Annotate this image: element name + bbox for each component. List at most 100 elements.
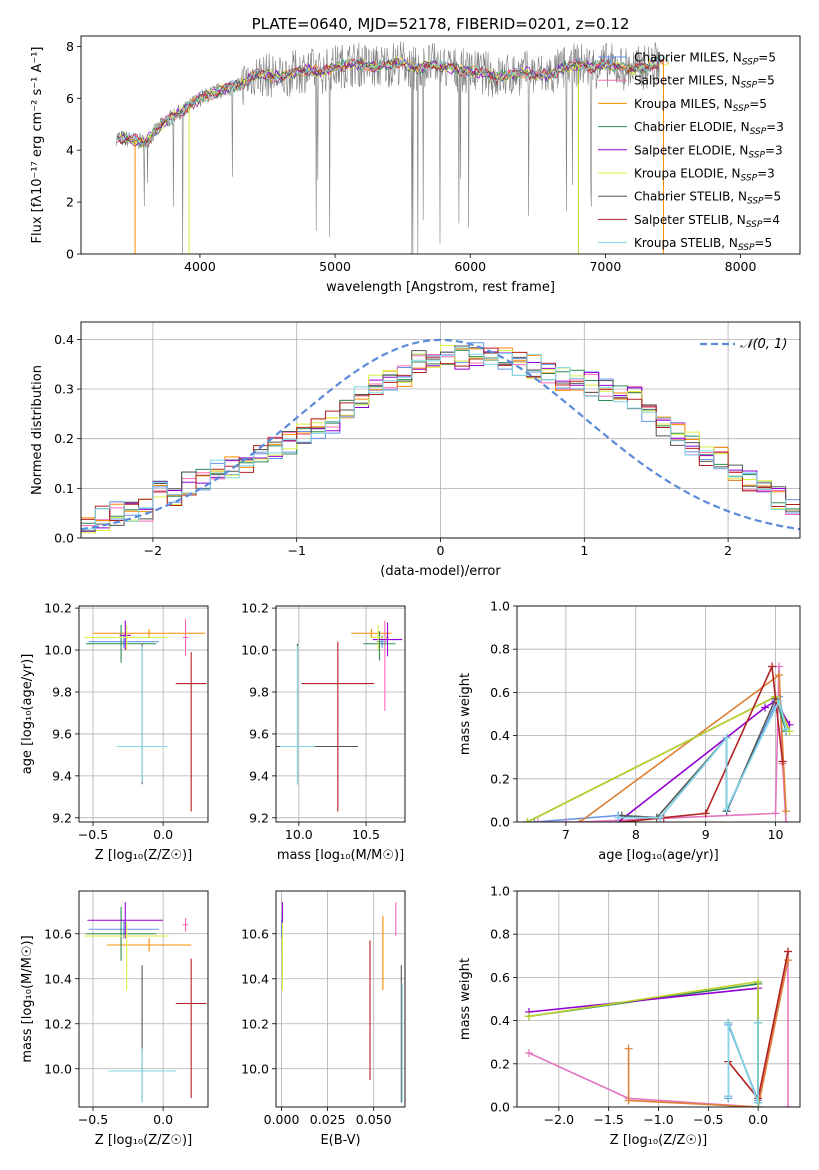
y-tick-label: 0.2 [490, 1056, 510, 1071]
y-tick-label: 0.0 [490, 815, 510, 830]
weight-series [614, 697, 794, 822]
weight-marker [775, 671, 784, 680]
weight-marker [784, 1103, 793, 1107]
y-tick-label: 10.2 [241, 1016, 269, 1031]
legend-entry: Kroupa MILES, NSSP=5 [634, 97, 767, 114]
model-line [117, 56, 660, 147]
spectrum-legend: Chabrier MILES, NSSP=5 Salpeter MILES, NS… [598, 51, 784, 253]
x-tick-label: 10 [768, 827, 784, 842]
mass_vs_Z-frame [78, 890, 209, 1108]
weight-marker [775, 662, 784, 671]
x-tick-label: 0.0 [153, 827, 173, 842]
age_vs_Z-axes: −0.5 0.0 9.2 9.4 9.6 9.8 10.0 10.2 Z [log₁₀(Z/Z☉… [20, 601, 208, 863]
weight-marker [784, 956, 793, 965]
weight-marker [782, 818, 791, 822]
x-tick-label: 8 [632, 827, 640, 842]
x-tick-label: 7 [562, 827, 570, 842]
weight-line [618, 698, 787, 819]
y-tick-label: 8 [66, 39, 74, 54]
errorbar-point [108, 1048, 176, 1103]
x-tick-label: 2 [724, 543, 732, 558]
legend-entry: Kroupa STELIB, NSSP=5 [634, 236, 772, 253]
y-tick-label: 9.4 [52, 768, 72, 783]
legend-entry: Salpeter ELODIE, NSSP=3 [634, 143, 783, 160]
histogram-steps [81, 347, 800, 538]
y-tick-label: 0.6 [490, 685, 510, 700]
y-tick-label: 6 [66, 91, 74, 106]
age_vs_Z-plot-area [84, 618, 207, 812]
errorbar-point [119, 620, 131, 651]
errorbar-point [84, 922, 169, 990]
weight-marker [782, 807, 791, 816]
x-axis-label: mass [log₁₀(M/M☉)] [277, 848, 404, 863]
weight-line [528, 951, 789, 1107]
weight-line [528, 982, 759, 1107]
x-axis-label: (data-model)/error [380, 564, 501, 579]
y-tick-label: 0.2 [490, 771, 510, 786]
massweight_vs_Z-frame [516, 890, 801, 1108]
model-line [117, 54, 670, 150]
y-tick-label: 0.6 [490, 970, 510, 985]
errorbar-point [351, 629, 392, 638]
y-tick-label: 10.0 [241, 1061, 269, 1076]
residuals-frame [80, 321, 801, 539]
errorbar-point [88, 920, 159, 939]
x-tick-label: 4000 [184, 259, 216, 274]
y-tick-label: 0 [66, 247, 74, 262]
x-tick-label: −0.5 [78, 1112, 108, 1127]
y-tick-label: 1.0 [490, 599, 510, 614]
y-tick-label: 9.8 [52, 684, 72, 699]
weight-marker [523, 818, 532, 822]
massweight_vs_age-plot-area [523, 662, 794, 822]
model-line [117, 56, 665, 147]
errorbar-point [87, 902, 164, 939]
y-tick-label: 0.4 [490, 1013, 510, 1028]
weight-line [534, 694, 787, 822]
weight-marker [701, 809, 710, 818]
y-tick-label: 9.4 [249, 768, 269, 783]
mass_vs_ebv-axes: 0.000 0.025 0.050 10.0 10.2 10.4 10.6 E(B-V) [241, 891, 405, 1148]
weight-marker [785, 727, 794, 736]
y-tick-label: 0.3 [54, 382, 74, 397]
residuals-plot-area [81, 338, 800, 538]
y-tick-label: 10.4 [44, 971, 72, 986]
weight-marker [775, 697, 784, 706]
weight-series [617, 662, 787, 822]
y-tick-label: 9.6 [249, 726, 269, 741]
weight-marker [624, 1044, 633, 1053]
errorbar-point [182, 918, 189, 932]
weight-line [727, 1022, 759, 1103]
spectrum-axes: 4000 5000 6000 7000 8000 0 2 4 6 8 wavelength [Ang… [30, 39, 756, 295]
weight-marker [722, 733, 731, 742]
x-tick-label: −1 [287, 543, 305, 558]
y-tick-label: 0.0 [490, 1100, 510, 1115]
x-axis-label: E(B-V) [320, 1133, 360, 1148]
y-axis-label: mass [log₁₀(M/M☉)] [20, 935, 35, 1062]
y-tick-label: 10.6 [44, 926, 72, 941]
x-tick-label: −1.5 [593, 1112, 623, 1127]
weight-marker [754, 1018, 763, 1027]
chart-title: PLATE=0640, MJD=52178, FIBERID=0201, z=0… [252, 15, 630, 33]
y-tick-label: 4 [66, 143, 74, 158]
spectrum-frame [80, 35, 801, 255]
y-tick-label: 0.4 [490, 728, 510, 743]
x-tick-label: −2.0 [544, 1112, 574, 1127]
weight-series [575, 671, 791, 822]
x-tick-label: 0 [437, 543, 445, 558]
x-tick-label: 0.000 [264, 1112, 300, 1127]
legend-entry: 𝒩(0, 1) [740, 337, 787, 352]
x-tick-label: 0.050 [356, 1112, 392, 1127]
weight-marker [768, 662, 777, 671]
weight-marker [524, 1012, 533, 1021]
y-axis-label: age [log₁₀(age/yr)] [20, 654, 35, 775]
y-tick-label: 9.2 [52, 810, 72, 825]
y-tick-label: 9.2 [249, 810, 269, 825]
weight-marker [575, 818, 584, 822]
weight-marker [761, 703, 770, 712]
errorbar-point [182, 618, 189, 657]
y-tick-label: 0.1 [54, 481, 74, 496]
weight-marker [754, 1098, 763, 1107]
weight-marker [754, 977, 763, 986]
x-tick-label: −0.5 [78, 827, 108, 842]
x-tick-label: 7000 [589, 259, 621, 274]
